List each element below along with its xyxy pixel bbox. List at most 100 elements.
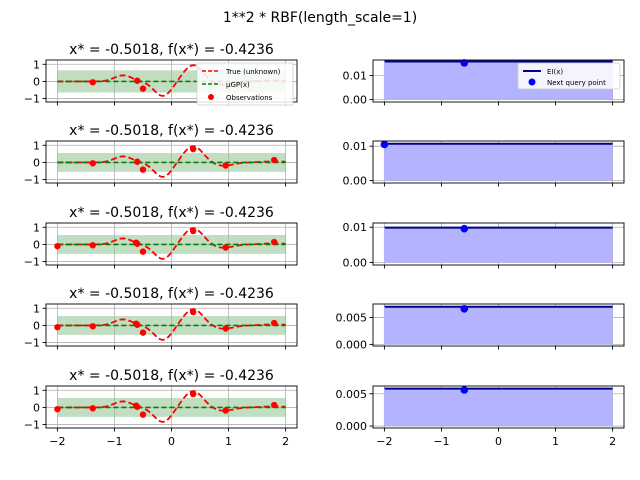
gp-row-1-observation-point [89, 79, 96, 86]
ei-row-1-next-query-point [460, 59, 469, 67]
gp-row-5-xtick-label: 2 [282, 435, 289, 448]
gp-row-5-axes: −1 0 1 −2 −1 0 1 2 x* = -0.5018, f(x*) = -0.4236 [24, 368, 298, 448]
gp-row-4-plot-area [46, 304, 297, 346]
gp-row-1-observation-point [134, 77, 141, 84]
ei-row-2-plot-area [373, 141, 624, 183]
legend-label: EI(x) [547, 68, 563, 76]
ei-row-2-ei-fill [384, 143, 613, 181]
gp-row-5-xtick-label: 1 [225, 435, 232, 448]
gp-row-2-title: x* = -0.5018, f(x*) = -0.4236 [69, 123, 274, 139]
gp-row-1-ytick-label: 0 [33, 75, 40, 88]
gp-row-3-observation-point [189, 227, 197, 235]
ei-row-5-next-query-point [460, 386, 469, 394]
gp-row-1-title: x* = -0.5018, f(x*) = -0.4236 [69, 42, 274, 58]
ei-row-5-ei-fill [384, 388, 613, 427]
gp-row-1-observation-point [139, 85, 147, 92]
ei-row-5-ytick-label: 0.000 [336, 420, 368, 433]
ei-row-1-ytick-label: 0.00 [343, 94, 368, 107]
ei-row-3-axes: 0.00 0.01 [343, 221, 625, 270]
gp-row-2-observation-point [270, 156, 278, 164]
ei-row-5-xtick-label: −1 [433, 435, 449, 448]
gp-row-5-observation-point [54, 405, 61, 413]
gp-row-4-observation-point [270, 319, 278, 327]
gp-row-3-ytick-label: 0 [33, 238, 40, 251]
legend-label: Next query point [547, 79, 606, 87]
gp-row-5-observation-point [222, 407, 229, 414]
ei-row-3-plot-area [373, 223, 624, 265]
gp-row-4-observation-point [139, 329, 147, 336]
gp-row-3-title: x* = -0.5018, f(x*) = -0.4236 [69, 205, 274, 221]
gp-row-5-ytick-label: −1 [24, 419, 40, 432]
gp-row-1-ytick-label: 1 [33, 58, 40, 71]
gp-row-3-ytick-label: −1 [24, 256, 40, 269]
gp-row-2-observation-point [139, 166, 147, 173]
gp-row-3-observation-point [222, 244, 229, 251]
legend-box [517, 62, 621, 90]
legend-label: True (unknown) [225, 68, 281, 76]
gp-row-5-observation-point [89, 405, 96, 412]
ei-row-5-plot-area [373, 386, 624, 428]
gp-row-3-ytick-label: 1 [33, 221, 40, 234]
legend-swatch [528, 78, 536, 86]
gp-row-4-observation-point [89, 323, 96, 330]
ei-row-5-xtick-label: 0 [495, 435, 502, 448]
gp-row-4-ytick-label: 1 [33, 302, 40, 315]
subplot-grid: −1 0 1 x* = -0.5018, f(x*) = -0.4236 True (u… [24, 42, 625, 448]
gp-row-2-ytick-label: 1 [33, 139, 40, 152]
gp-row-2-plot-area [46, 141, 297, 183]
gp-row-5-observation-point [270, 401, 278, 409]
gp-row-3-observation-point [54, 242, 61, 250]
ei-row-2-next-query-point [380, 140, 389, 149]
gp-row-2-ytick-label: 0 [33, 156, 40, 169]
gp-row-4-title: x* = -0.5018, f(x*) = -0.4236 [69, 286, 274, 302]
gp-row-5-observation-point [134, 403, 141, 410]
gp-row-3-observation-point [139, 248, 147, 255]
figure-suptitle: 1**2 * RBF(length_scale=1) [223, 10, 417, 26]
ei-row-2-ytick-label: 0.01 [343, 140, 368, 153]
gp-row-2-observation-point [189, 145, 197, 153]
gp-row-2-observation-point [222, 162, 229, 169]
ei-row-2-ytick-label: 0.00 [343, 175, 368, 188]
gp-row-5-xtick-label: 0 [168, 435, 175, 448]
gp-row-5-xtick-label: −1 [106, 435, 122, 448]
ei-row-4-axes: 0.000 0.005 [336, 303, 625, 351]
gp-row-5-ytick-label: 0 [33, 401, 40, 414]
gp-row-5-observation-point [139, 411, 147, 418]
ei-row-5-ytick-label: 0.005 [336, 388, 368, 401]
gp-row-4-observation-point [222, 325, 229, 332]
gp-row-3-observation-point [134, 240, 141, 247]
legend-box [196, 62, 294, 106]
ei-row-5-xtick-label: 2 [609, 435, 616, 448]
ei-row-4-ei-fill [384, 306, 613, 345]
ei-row-1-legend: EI(x) Next query point [517, 62, 621, 90]
ei-row-5-xtick-label: 1 [552, 435, 559, 448]
ei-row-3-ei-fill [384, 227, 613, 263]
gp-row-3-observation-point [270, 238, 278, 246]
gp-row-4-ytick-label: 0 [33, 319, 40, 332]
gp-row-1-axes: −1 0 1 x* = -0.5018, f(x*) = -0.4236 True (u… [24, 42, 298, 106]
gp-row-4-observation-point [134, 321, 141, 328]
ei-row-2-axes: 0.00 0.01 [343, 140, 625, 188]
ei-row-3-next-query-point [460, 224, 469, 233]
ei-row-5-axes: 0.000 0.005 −2 −1 0 1 2 [336, 385, 625, 448]
gp-row-5-plot-area [46, 386, 297, 428]
gp-row-4-observation-point [189, 308, 197, 316]
gp-row-2-ytick-label: −1 [24, 174, 40, 187]
gp-row-3-plot-area [46, 223, 297, 265]
gp-row-4-axes: −1 0 1 x* = -0.5018, f(x*) = -0.4236 [24, 286, 298, 350]
ei-row-3-ytick-label: 0.00 [343, 257, 368, 270]
ei-row-1-ytick-label: 0.01 [343, 70, 368, 83]
ei-row-3-ytick-label: 0.01 [343, 221, 368, 234]
gp-row-5-xtick-label: −2 [49, 435, 65, 448]
ei-row-4-plot-area [373, 304, 624, 346]
ei-row-4-ytick-label: 0.000 [336, 338, 368, 351]
gp-row-1-legend: True (unknown) μGP(x) Observations [196, 62, 294, 106]
gp-row-3-observation-point [89, 242, 96, 249]
gp-row-2-observation-point [89, 160, 96, 167]
gp-row-2-observation-point [134, 158, 141, 165]
legend-label: Observations [226, 94, 273, 102]
gp-row-5-title: x* = -0.5018, f(x*) = -0.4236 [69, 368, 274, 384]
ei-row-4-ytick-label: 0.005 [336, 311, 368, 324]
legend-swatch [208, 94, 214, 100]
